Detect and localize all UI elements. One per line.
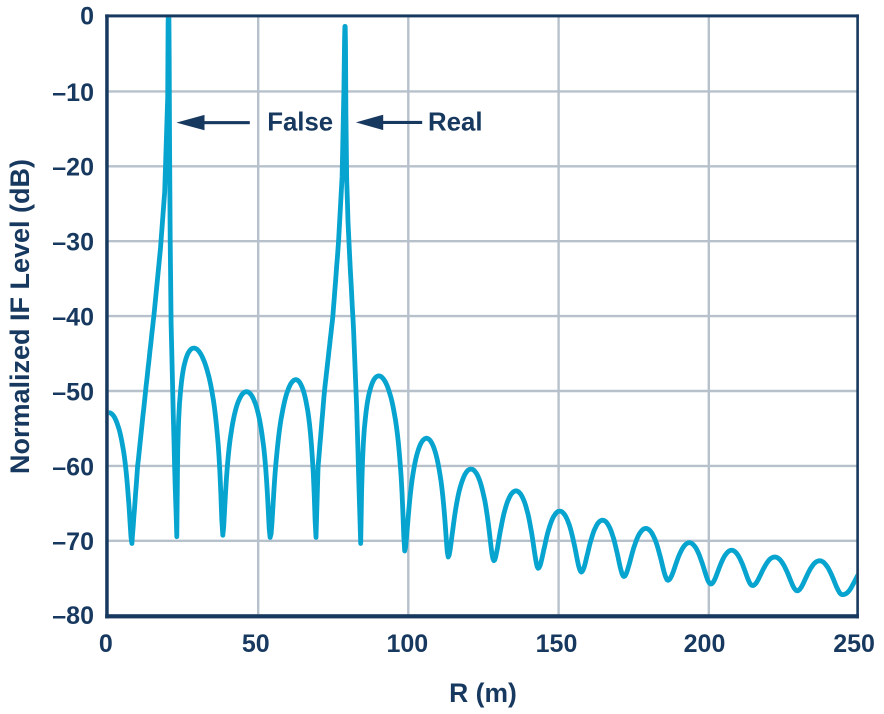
svg-text:–10: –10 <box>52 79 94 107</box>
svg-text:–60: –60 <box>52 453 94 481</box>
svg-text:100: 100 <box>386 630 428 658</box>
svg-text:Real: Real <box>428 108 483 136</box>
svg-text:0: 0 <box>99 630 113 658</box>
svg-text:250: 250 <box>833 630 875 658</box>
svg-text:–40: –40 <box>52 304 94 332</box>
svg-text:50: 50 <box>242 630 270 658</box>
svg-text:–20: –20 <box>52 154 94 182</box>
svg-text:–70: –70 <box>52 528 94 556</box>
svg-text:–30: –30 <box>52 229 94 257</box>
svg-text:150: 150 <box>536 630 578 658</box>
svg-text:False: False <box>267 108 333 136</box>
svg-text:Normalized IF Level (dB): Normalized IF Level (dB) <box>5 159 35 474</box>
svg-text:R (m): R (m) <box>449 678 517 708</box>
svg-text:–50: –50 <box>52 378 94 406</box>
svg-text:200: 200 <box>684 630 726 658</box>
svg-text:0: 0 <box>80 3 94 31</box>
svg-text:–80: –80 <box>52 602 94 630</box>
